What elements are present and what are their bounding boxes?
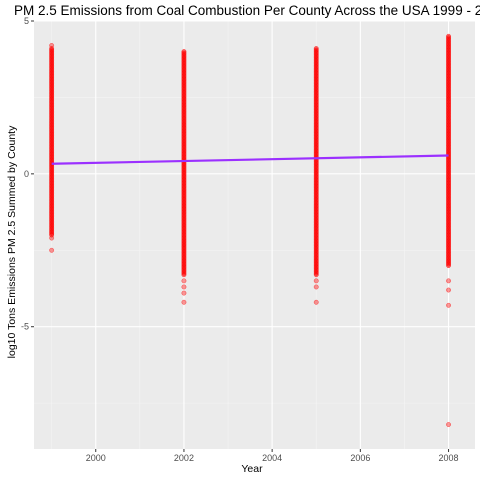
- trend-line: [51, 154, 449, 165]
- data-point-outlier: [313, 284, 319, 290]
- x-tick-label: 2006: [350, 453, 370, 463]
- data-point-outlier: [181, 284, 187, 290]
- data-point-outlier: [446, 278, 451, 284]
- data-point-outlier: [446, 287, 451, 293]
- y-tick-label: 5: [24, 16, 29, 26]
- y-axis-title: log10 Tons Emissions PM 2.5 Summed by Co…: [6, 125, 18, 358]
- data-point-outlier: [446, 302, 451, 308]
- data-point-outlier: [181, 299, 187, 305]
- trend-line-group: [51, 154, 449, 165]
- data-point-outlier: [446, 422, 451, 427]
- y-axis-ticks: -5 0 5: [21, 16, 34, 332]
- data-point-outlier: [181, 290, 187, 296]
- data-point-outlier: [49, 235, 55, 241]
- data-point: [446, 33, 451, 39]
- data-point: [313, 46, 319, 51]
- chart-title: PM 2.5 Emissions from Coal Combustion Pe…: [14, 3, 480, 18]
- data-point-outlier: [49, 43, 55, 48]
- data-point-outlier: [181, 278, 187, 284]
- x-tick-label: 2008: [439, 453, 459, 463]
- x-tick-label: 2000: [86, 453, 106, 463]
- y-tick-label: -5: [21, 322, 29, 332]
- data-point-outlier: [313, 299, 319, 305]
- x-axis-title: Year: [241, 463, 263, 475]
- data-point: [181, 49, 187, 55]
- x-tick-label: 2002: [174, 453, 194, 463]
- data-points: [49, 33, 451, 427]
- y-tick-label: 0: [24, 169, 29, 179]
- data-point-outlier: [49, 247, 55, 253]
- x-axis-ticks: 2000 2002 2004 2006 2008: [86, 449, 459, 463]
- x-tick-label: 2004: [262, 453, 282, 463]
- data-point-outlier: [313, 278, 319, 284]
- plot-panel: [34, 21, 475, 449]
